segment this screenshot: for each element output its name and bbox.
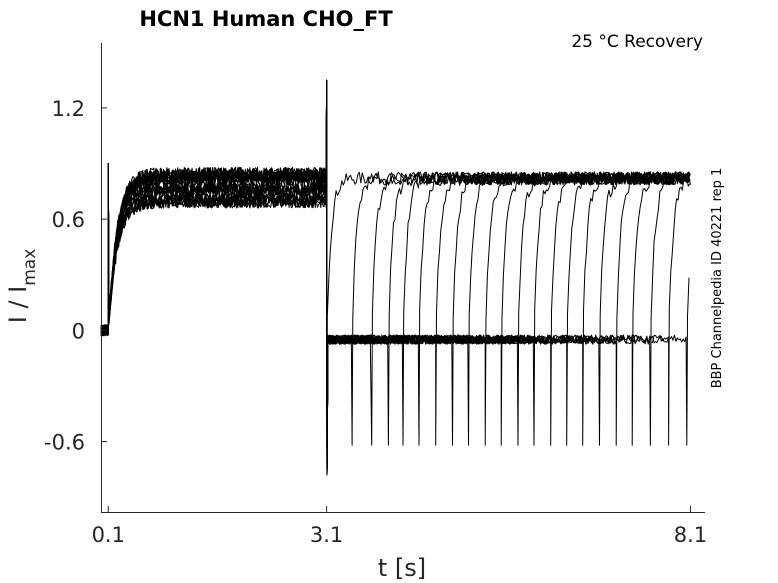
y-tick-label: 0.6 [52,208,85,232]
current-trace [100,79,625,476]
y-axis-label: I / Imax [4,249,40,324]
current-traces [100,79,691,476]
x-tick-label: 8.1 [674,523,707,547]
current-trace [100,79,578,476]
current-trace [100,79,691,476]
y-tick-label: -0.6 [44,431,85,455]
current-trace [100,79,674,476]
current-trace [100,79,690,476]
current-trace [100,79,691,476]
y-axis-ticks: -0.6 0 0.6 1.2 [44,97,107,455]
y-tick-label: 1.2 [52,97,85,121]
x-tick-label: 0.1 [92,523,125,547]
chart-subtitle: 25 °C Recovery [571,32,703,52]
plot-area: -0.6 0 0.6 1.2 0.1 3.1 8.1 [44,43,707,547]
current-trace [100,79,541,476]
y-tick-label: 0 [72,319,85,343]
current-trace [100,79,691,476]
chart-title: HCN1 Human CHO_FT [139,7,393,31]
svg-text:I / Imax: I / Imax [4,249,40,324]
current-trace [100,79,561,476]
x-axis-ticks: 0.1 3.1 8.1 [92,506,707,547]
x-tick-label: 3.1 [310,523,343,547]
side-label: BBP Channelpedia ID 40221 rep 1 [710,168,725,389]
current-trace [100,79,658,476]
x-axis-label: t [s] [378,554,426,582]
y-axis-label-subscript: max [20,249,40,286]
current-trace [100,79,691,476]
y-axis-label-main: I / I [4,286,32,324]
